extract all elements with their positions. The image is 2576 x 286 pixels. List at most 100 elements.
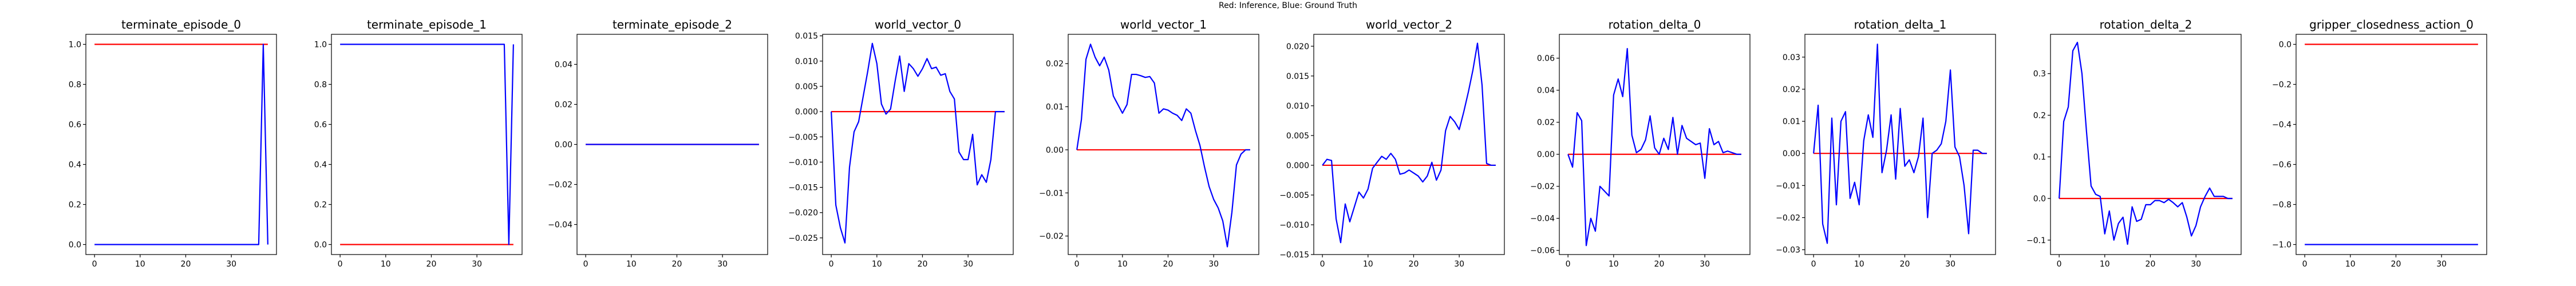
y-tick-label: 0.005 bbox=[795, 82, 818, 92]
x-tick-label: 10 bbox=[1854, 260, 1864, 269]
plot-area bbox=[831, 42, 1005, 244]
y-tick-label: 0.01 bbox=[1046, 103, 1064, 112]
ground-truth-line bbox=[94, 43, 268, 245]
subplot-grid: terminate_episode_0 0 10 20 30 0.0 0.2 0.4 0.6 0.… bbox=[69, 18, 2487, 269]
x-tick-label: 20 bbox=[426, 260, 437, 269]
subplot-title: world_vector_1 bbox=[1120, 18, 1207, 31]
y-tick-label: 0.2 bbox=[69, 201, 81, 210]
axes-frame bbox=[1068, 34, 1259, 255]
ground-truth-line bbox=[1322, 42, 1496, 244]
y-tick-label: 1.0 bbox=[314, 41, 327, 50]
y-tick-label: −0.01 bbox=[1776, 181, 1800, 190]
ground-truth-line bbox=[2059, 42, 2233, 245]
y-tick-label: 0.2 bbox=[2033, 111, 2046, 120]
subplot-title: terminate_episode_2 bbox=[613, 18, 732, 31]
y-tick-label: 0.015 bbox=[1286, 72, 1309, 81]
plot-area bbox=[1322, 42, 1496, 244]
subplot-title: world_vector_0 bbox=[875, 18, 961, 31]
x-tick-label: 10 bbox=[2100, 260, 2110, 269]
y-tick-label: 0.0 bbox=[314, 241, 327, 250]
x-tick-label: 30 bbox=[2436, 260, 2447, 269]
x-tick-label: 20 bbox=[181, 260, 191, 269]
y-tick-label: −0.1 bbox=[2026, 236, 2046, 245]
y-tick-label: 0.02 bbox=[1046, 59, 1064, 69]
x-tick-label: 30 bbox=[226, 260, 236, 269]
y-tick-label: 0.8 bbox=[314, 81, 327, 90]
x-tick-label: 0 bbox=[1320, 260, 1325, 269]
subplot-world_vector_0: world_vector_0 0 10 20 30 −0.025 −0.020 −0.015 −… bbox=[788, 18, 1014, 269]
x-tick-label: 0 bbox=[583, 260, 588, 269]
figure-suptitle: Red: Inference, Blue: Ground Truth bbox=[1219, 1, 1357, 10]
subplot-terminate_episode_2: terminate_episode_2 0 10 20 30 −0.04 −0.02 0.00… bbox=[548, 18, 768, 269]
y-tick-label: −0.03 bbox=[1776, 246, 1800, 255]
x-tick-label: 30 bbox=[1945, 260, 1955, 269]
y-tick-label: 0.02 bbox=[555, 101, 572, 110]
x-tick-label: 0 bbox=[92, 260, 97, 269]
ground-truth-line bbox=[1076, 43, 1250, 248]
y-tick-label: −0.2 bbox=[2272, 81, 2291, 90]
plot-area bbox=[340, 43, 514, 245]
y-tick-label: −0.04 bbox=[548, 221, 572, 230]
y-tick-label: −0.04 bbox=[1530, 214, 1555, 224]
y-tick-label: −0.020 bbox=[788, 209, 818, 218]
subplot-rotation_delta_0: rotation_delta_0 0 10 20 30 −0.06 −0.04 −0.02 0.… bbox=[1530, 18, 1751, 269]
x-tick-label: 0 bbox=[1074, 260, 1080, 269]
axes-frame bbox=[822, 34, 1014, 255]
x-tick-label: 30 bbox=[2191, 260, 2201, 269]
subplot-terminate_episode_1: terminate_episode_1 0 10 20 30 0.0 0.2 0.4 0.6 0.… bbox=[314, 18, 523, 269]
subplot-rotation_delta_1: rotation_delta_1 0 10 20 30 −0.03 −0.02 −0.01 0.… bbox=[1776, 18, 1996, 269]
subplot-title: rotation_delta_1 bbox=[1854, 18, 1947, 31]
y-tick-label: −0.015 bbox=[788, 184, 818, 193]
y-tick-label: 0.000 bbox=[795, 108, 818, 117]
y-tick-label: 0.04 bbox=[1537, 86, 1555, 96]
y-tick-label: −0.02 bbox=[1776, 213, 1800, 223]
axes-frame bbox=[2296, 34, 2487, 255]
y-tick-label: 0.00 bbox=[1046, 146, 1064, 155]
x-tick-label: 10 bbox=[2345, 260, 2356, 269]
ground-truth-line bbox=[1567, 47, 1741, 247]
y-tick-label: 0.010 bbox=[795, 57, 818, 66]
y-tick-label: −0.6 bbox=[2272, 161, 2291, 170]
y-tick-label: −0.01 bbox=[1039, 189, 1064, 198]
x-tick-label: 30 bbox=[717, 260, 728, 269]
y-tick-label: 1.0 bbox=[69, 41, 81, 50]
y-tick-label: 0.6 bbox=[314, 121, 327, 130]
y-tick-label: 0.4 bbox=[314, 161, 327, 170]
y-tick-label: 0.02 bbox=[1537, 118, 1555, 128]
y-tick-label: 0.03 bbox=[1783, 53, 1800, 62]
x-tick-label: 10 bbox=[1609, 260, 1619, 269]
y-tick-label: 0.2 bbox=[314, 201, 327, 210]
subplot-title: gripper_closedness_action_0 bbox=[2309, 18, 2474, 31]
axes-frame bbox=[1559, 34, 1751, 255]
x-tick-label: 0 bbox=[338, 260, 343, 269]
subplot-rotation_delta_2: rotation_delta_2 0 10 20 30 −0.1 0.0 0.1 0.2 0.3 bbox=[2026, 18, 2242, 269]
y-tick-label: 0.00 bbox=[1537, 150, 1555, 160]
x-tick-label: 20 bbox=[1900, 260, 1910, 269]
x-tick-label: 10 bbox=[135, 260, 145, 269]
y-tick-label: −0.025 bbox=[788, 234, 818, 243]
y-tick-label: −0.015 bbox=[1279, 251, 1309, 260]
x-tick-label: 0 bbox=[1811, 260, 1816, 269]
y-tick-label: −0.8 bbox=[2272, 201, 2291, 210]
subplot-gripper_closedness_action_0: gripper_closedness_action_0 0 10 20 30 −1.0 −0… bbox=[2272, 18, 2487, 269]
x-tick-label: 10 bbox=[1117, 260, 1128, 269]
x-tick-label: 30 bbox=[963, 260, 973, 269]
y-tick-label: −0.02 bbox=[1530, 182, 1555, 192]
y-tick-label: −0.02 bbox=[548, 181, 572, 190]
subplot-world_vector_1: world_vector_1 0 10 20 30 −0.02 −0.01 0.00 0.01 0… bbox=[1039, 18, 1259, 269]
y-tick-label: 0.3 bbox=[2033, 70, 2046, 79]
y-tick-label: 0.00 bbox=[555, 141, 572, 150]
subplot-title: terminate_episode_0 bbox=[121, 18, 241, 31]
y-tick-label: 0.010 bbox=[1286, 102, 1309, 111]
y-tick-label: 0.06 bbox=[1537, 54, 1555, 63]
y-tick-label: −0.010 bbox=[1279, 221, 1309, 230]
ground-truth-line bbox=[1813, 43, 1987, 244]
y-tick-label: 0.020 bbox=[1286, 42, 1309, 51]
y-tick-label: −0.06 bbox=[1530, 247, 1555, 256]
plot-area bbox=[94, 43, 268, 245]
x-tick-label: 20 bbox=[918, 260, 928, 269]
x-tick-label: 10 bbox=[1363, 260, 1373, 269]
y-tick-label: −0.02 bbox=[1039, 232, 1064, 241]
